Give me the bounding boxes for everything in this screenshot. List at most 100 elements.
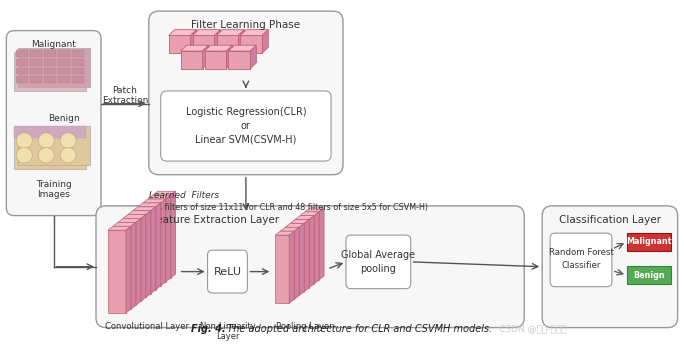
Bar [627, 233, 670, 251]
Bar [44, 59, 56, 66]
Circle shape [60, 133, 76, 148]
Text: Logistic Regression(CLR): Logistic Regression(CLR) [185, 107, 306, 117]
Polygon shape [113, 222, 136, 226]
Polygon shape [240, 30, 268, 36]
Bar [280, 231, 294, 299]
Polygon shape [217, 30, 244, 36]
Bar [228, 51, 250, 69]
Bar [44, 76, 56, 83]
Polygon shape [309, 216, 314, 288]
Bar [118, 222, 136, 305]
Bar [285, 227, 299, 295]
Bar [44, 50, 56, 57]
FancyBboxPatch shape [542, 206, 678, 328]
Bar [18, 48, 90, 87]
Polygon shape [128, 211, 150, 215]
Polygon shape [314, 212, 319, 284]
Bar [14, 126, 86, 138]
Text: Global Average: Global Average [341, 250, 415, 260]
FancyBboxPatch shape [161, 91, 331, 161]
Polygon shape [319, 208, 324, 280]
Bar [205, 51, 226, 69]
Bar [58, 76, 70, 83]
Polygon shape [143, 199, 166, 203]
Bar [108, 230, 126, 313]
Text: Non-Linearity
Layer: Non-Linearity Layer [199, 322, 256, 341]
Polygon shape [153, 191, 176, 195]
Polygon shape [123, 215, 146, 219]
Text: Pooling Layer: Pooling Layer [276, 322, 333, 331]
Polygon shape [126, 226, 131, 313]
Polygon shape [304, 219, 309, 292]
Bar [58, 59, 70, 66]
Text: Benign: Benign [633, 271, 665, 280]
Bar [16, 67, 28, 74]
Bar [290, 224, 304, 292]
Text: Extraction: Extraction [102, 96, 148, 105]
Text: Images: Images [37, 190, 70, 199]
Text: Malignant: Malignant [626, 237, 672, 246]
Bar [305, 212, 319, 280]
Polygon shape [148, 195, 171, 199]
Text: Feature Extraction Layer: Feature Extraction Layer [151, 215, 280, 225]
Polygon shape [136, 219, 141, 305]
FancyBboxPatch shape [346, 235, 410, 289]
Text: CSDN @托比-马奎尔: CSDN @托比-马奎尔 [499, 324, 567, 333]
Bar [627, 266, 670, 284]
Text: Classification Layer: Classification Layer [559, 215, 661, 225]
Bar [153, 195, 171, 278]
Polygon shape [263, 30, 268, 53]
FancyBboxPatch shape [550, 233, 612, 287]
Bar [169, 36, 191, 53]
Bar [16, 76, 28, 83]
Polygon shape [141, 215, 146, 301]
Bar [148, 199, 166, 282]
Text: Filter Learning Phase: Filter Learning Phase [192, 20, 300, 30]
Polygon shape [299, 224, 304, 295]
Circle shape [38, 133, 54, 148]
Bar [44, 67, 56, 74]
Polygon shape [226, 45, 233, 69]
Polygon shape [300, 212, 319, 216]
Bar [58, 50, 70, 57]
Text: Benign: Benign [48, 114, 79, 123]
Text: ReLU: ReLU [213, 267, 241, 276]
Polygon shape [305, 208, 324, 212]
Text: Patch: Patch [112, 86, 137, 95]
Bar [30, 67, 42, 74]
Polygon shape [280, 227, 299, 231]
Polygon shape [215, 30, 220, 53]
Text: Malignant: Malignant [31, 40, 76, 49]
Bar [58, 67, 70, 74]
Bar [181, 51, 202, 69]
Bar [133, 211, 150, 293]
Polygon shape [138, 203, 161, 207]
Bar [128, 215, 146, 298]
Text: Convolutional Layer: Convolutional Layer [105, 322, 189, 331]
Text: The adopted architecture for CLR and CSVMH models.: The adopted architecture for CLR and CSV… [222, 324, 492, 334]
Polygon shape [156, 203, 161, 290]
Polygon shape [239, 30, 244, 53]
Bar [14, 52, 86, 91]
Polygon shape [161, 199, 166, 286]
Polygon shape [205, 45, 233, 51]
Polygon shape [108, 226, 131, 230]
Circle shape [16, 147, 32, 163]
Polygon shape [294, 227, 299, 299]
FancyBboxPatch shape [6, 30, 101, 216]
FancyBboxPatch shape [149, 11, 343, 175]
Bar [123, 219, 141, 301]
Bar [72, 59, 84, 66]
Bar [14, 130, 86, 169]
Circle shape [16, 133, 32, 148]
Bar [295, 219, 309, 288]
Text: (24 filters of size 11x11 for CLR and 48 filters of size 5x5 for CSVM-H): (24 filters of size 11x11 for CLR and 48… [149, 203, 428, 212]
FancyBboxPatch shape [96, 206, 524, 328]
Bar [30, 76, 42, 83]
Bar [193, 36, 215, 53]
Circle shape [60, 147, 76, 163]
Bar [72, 67, 84, 74]
Polygon shape [193, 30, 220, 36]
Polygon shape [166, 195, 171, 282]
Bar [30, 50, 42, 57]
